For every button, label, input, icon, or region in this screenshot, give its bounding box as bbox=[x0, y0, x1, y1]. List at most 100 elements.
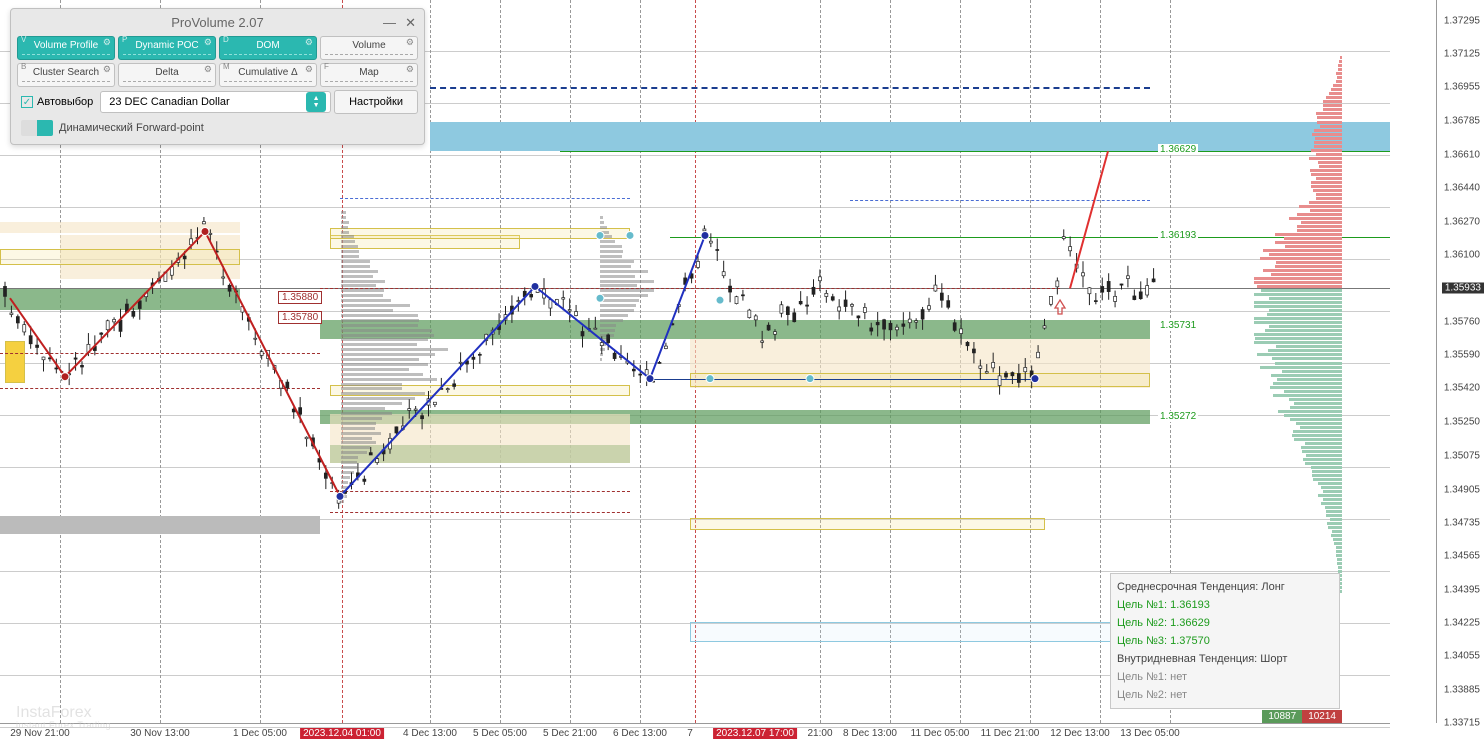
tab-label: Volume bbox=[352, 40, 385, 51]
ytick: 1.36440 bbox=[1444, 183, 1480, 194]
ytick: 1.34395 bbox=[1444, 584, 1480, 595]
ytick: 1.35075 bbox=[1444, 451, 1480, 462]
price-zone bbox=[430, 122, 1390, 152]
price-label: 1.35780 bbox=[278, 311, 322, 324]
ytick: 1.36270 bbox=[1444, 216, 1480, 227]
gear-icon[interactable]: ⚙ bbox=[103, 37, 111, 48]
horizontal-level bbox=[0, 388, 320, 389]
price-zone bbox=[690, 518, 1045, 530]
tab-dashes bbox=[325, 81, 413, 84]
ytick: 1.36610 bbox=[1444, 149, 1480, 160]
ytick: 1.34565 bbox=[1444, 551, 1480, 562]
horizontal-level bbox=[340, 198, 630, 199]
tab-dashes bbox=[123, 54, 211, 57]
auto-select-checkbox[interactable]: ✓ Автовыбор bbox=[17, 96, 97, 108]
horizontal-level bbox=[0, 353, 320, 354]
price-zone bbox=[690, 622, 1150, 642]
tab-label: Dynamic POC bbox=[135, 40, 198, 51]
tab-letter: V bbox=[21, 35, 26, 44]
tab-cluster-search[interactable]: B ⚙ Cluster Search bbox=[17, 63, 115, 87]
ytick: 1.35250 bbox=[1444, 416, 1480, 427]
price-zone bbox=[0, 288, 240, 310]
price-zone bbox=[0, 222, 240, 234]
mid-trend-label: Среднесрочная Тенденция: Лонг bbox=[1117, 578, 1333, 596]
ytick: 1.37125 bbox=[1444, 48, 1480, 59]
gear-icon[interactable]: ⚙ bbox=[305, 37, 313, 48]
xtick: 5 Dec 05:00 bbox=[473, 728, 527, 739]
y-axis: 1.372951.371251.369551.367851.366101.364… bbox=[1436, 0, 1484, 723]
ytick: 1.35420 bbox=[1444, 383, 1480, 394]
ytick: 1.37295 bbox=[1444, 15, 1480, 26]
close-icon[interactable]: ✕ bbox=[405, 15, 416, 31]
price-zone bbox=[0, 516, 320, 534]
logo-text: InstaForex bbox=[16, 704, 92, 721]
ytick: 1.35933 bbox=[1442, 282, 1484, 293]
gear-icon[interactable]: ⚙ bbox=[204, 64, 212, 75]
auto-select-label: Автовыбор bbox=[37, 96, 93, 108]
xtick: 11 Dec 21:00 bbox=[981, 728, 1040, 739]
session-vline bbox=[570, 0, 571, 723]
volume-totals: 10887 10214 bbox=[1262, 710, 1342, 723]
tab-letter: M bbox=[223, 62, 230, 71]
horizontal-level bbox=[850, 200, 1150, 201]
xtick: 13 Dec 05:00 bbox=[1120, 728, 1180, 739]
horizontal-level bbox=[430, 87, 1150, 89]
tab-map[interactable]: F ⚙ Map bbox=[320, 63, 418, 87]
tab-dashes bbox=[224, 54, 312, 57]
tab-dashes bbox=[325, 54, 413, 57]
gear-icon[interactable]: ⚙ bbox=[406, 64, 414, 75]
instrument-select[interactable]: 23 DEC Canadian Dollar ▲▼ bbox=[100, 91, 331, 113]
tab-letter: B bbox=[21, 62, 26, 71]
price-zone bbox=[0, 249, 240, 265]
tab-label: Map bbox=[359, 67, 378, 78]
gear-icon[interactable]: ⚙ bbox=[406, 37, 414, 48]
price-zone bbox=[320, 320, 1150, 340]
gear-icon[interactable]: ⚙ bbox=[204, 37, 212, 48]
tab-dashes bbox=[123, 81, 211, 84]
price-label: 1.36629 bbox=[1158, 144, 1198, 155]
target-i1: Цель №1: нет bbox=[1117, 668, 1333, 686]
minimize-icon[interactable]: — bbox=[383, 15, 396, 30]
logo-subtext: instant Forex Trading bbox=[16, 721, 111, 731]
panel-title-bar[interactable]: ProVolume 2.07 — ✕ bbox=[17, 15, 418, 30]
xtick: 30 Nov 13:00 bbox=[130, 728, 190, 739]
ytick: 1.33885 bbox=[1444, 684, 1480, 695]
tab-letter: F bbox=[324, 62, 329, 71]
tab-dynamic-poc[interactable]: P ⚙ Dynamic POC bbox=[118, 36, 216, 60]
target-3: Цель №3: 1.37570 bbox=[1117, 632, 1333, 650]
session-vline bbox=[430, 0, 431, 723]
xtick: 11 Dec 05:00 bbox=[911, 728, 970, 739]
tab-delta[interactable]: ⚙ Delta bbox=[118, 63, 216, 87]
settings-button[interactable]: Настройки bbox=[334, 90, 418, 114]
tab-volume-profile[interactable]: V ⚙ Volume Profile bbox=[17, 36, 115, 60]
tab-volume[interactable]: ⚙ Volume bbox=[320, 36, 418, 60]
gear-icon[interactable]: ⚙ bbox=[305, 64, 313, 75]
volume-sell: 10214 bbox=[1302, 710, 1342, 723]
forward-point-toggle[interactable] bbox=[21, 120, 53, 136]
x-axis: 29 Nov 21:0030 Nov 13:001 Dec 05:002023.… bbox=[0, 723, 1390, 741]
tab-cumulative-δ[interactable]: M ⚙ Cumulative Δ bbox=[219, 63, 317, 87]
panel-title-text: ProVolume 2.07 bbox=[171, 15, 264, 30]
tab-dashes bbox=[22, 54, 110, 57]
horizontal-level bbox=[320, 288, 1060, 289]
select-arrow-icon[interactable]: ▲▼ bbox=[306, 92, 326, 112]
target-1: Цель №1: 1.36193 bbox=[1117, 596, 1333, 614]
ytick: 1.34225 bbox=[1444, 617, 1480, 628]
tab-dom[interactable]: D ⚙ DOM bbox=[219, 36, 317, 60]
tab-label: Cluster Search bbox=[33, 67, 99, 78]
provolume-panel[interactable]: ProVolume 2.07 — ✕ V ⚙ Volume Profile P … bbox=[10, 8, 425, 145]
horizontal-level bbox=[330, 512, 630, 513]
gear-icon[interactable]: ⚙ bbox=[103, 64, 111, 75]
price-label: 1.35880 bbox=[278, 291, 322, 304]
instrument-value: 23 DEC Canadian Dollar bbox=[109, 96, 229, 108]
xtick: 8 Dec 13:00 bbox=[843, 728, 897, 739]
price-zone bbox=[5, 341, 25, 382]
ytick: 1.36100 bbox=[1444, 250, 1480, 261]
horizontal-level bbox=[330, 491, 630, 492]
ytick: 1.34905 bbox=[1444, 484, 1480, 495]
tab-label: Cumulative Δ bbox=[238, 67, 297, 78]
ytick: 1.34735 bbox=[1444, 517, 1480, 528]
ytick: 1.33715 bbox=[1444, 718, 1480, 729]
xtick: 12 Dec 13:00 bbox=[1050, 728, 1110, 739]
tab-label: Volume Profile bbox=[34, 40, 98, 51]
